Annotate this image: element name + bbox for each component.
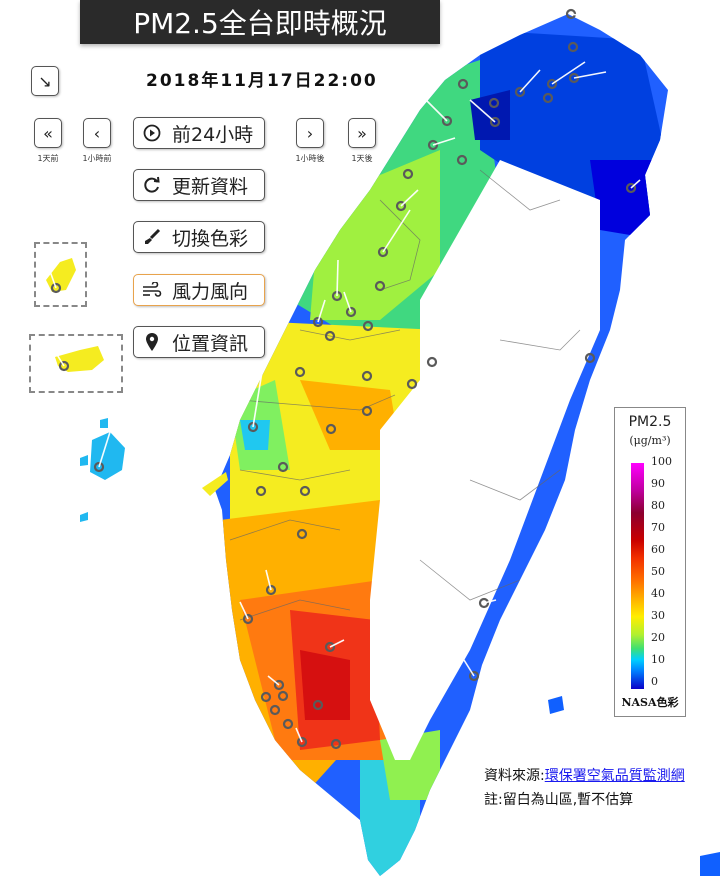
double-chevron-left-icon: «: [43, 123, 53, 143]
kinmen-island: [46, 258, 76, 292]
hour-back-label: 1小時前: [82, 154, 112, 163]
day-forward-button[interactable]: »: [348, 118, 376, 148]
refresh-icon: [142, 176, 162, 194]
refresh-button[interactable]: 更新資料: [133, 169, 265, 201]
kinmen-inset-frame[interactable]: [34, 242, 87, 307]
location-info-button[interactable]: 位置資訊: [133, 326, 265, 358]
legend-tick: 40: [651, 587, 665, 600]
legend-tick: 80: [651, 499, 665, 512]
data-source-link[interactable]: 環保署空氣品質監測網: [544, 768, 685, 784]
prev-24h-button[interactable]: 前24小時: [133, 117, 265, 149]
map-pin-icon: [142, 332, 162, 352]
legend-tick: 10: [651, 653, 665, 666]
location-info-label: 位置資訊: [172, 332, 249, 355]
double-chevron-right-icon: »: [357, 123, 367, 143]
day-forward-label: 1天後: [351, 154, 373, 163]
legend-tick: 50: [651, 565, 665, 578]
page-title: PM2.5全台即時概況: [80, 0, 440, 44]
matsu-inset-frame[interactable]: [29, 334, 123, 393]
legend-tick: 70: [651, 521, 665, 534]
wind-direction-label: 風力風向: [172, 280, 249, 303]
legend-unit: (μg/m³): [629, 434, 671, 447]
chevron-right-icon: ›: [306, 123, 314, 143]
switch-color-button[interactable]: 切換色彩: [133, 221, 265, 253]
pm25-legend: PM2.5 (μg/m³) 100 90 80 70 60 50 40 30 20 10 0 NAS…: [614, 407, 686, 717]
data-source-prefix: 資料來源:: [484, 768, 545, 784]
timestamp: 2018年11月17日22:00: [146, 71, 378, 91]
legend-color-bar: [631, 463, 644, 689]
footnote: 註:留白為山區,暫不估算: [484, 792, 634, 808]
chevron-left-icon: ‹: [93, 123, 101, 143]
legend-tick: 20: [651, 631, 665, 644]
legend-tick: 0: [651, 675, 658, 688]
switch-color-label: 切換色彩: [172, 227, 249, 250]
data-source: 資料來源:環保署空氣品質監測網: [484, 765, 685, 785]
prev-24h-label: 前24小時: [172, 123, 254, 146]
legend-footer: NASA色彩: [621, 696, 679, 709]
hour-forward-button[interactable]: ›: [296, 118, 324, 148]
refresh-label: 更新資料: [172, 175, 249, 198]
hour-forward-label: 1小時後: [295, 154, 325, 163]
legend-tick: 30: [651, 609, 665, 622]
arrow-down-right-icon: ↘: [38, 71, 52, 91]
play-circle-icon: [142, 124, 162, 142]
wind-icon: [142, 282, 162, 298]
wind-direction-button[interactable]: 風力風向: [133, 274, 265, 306]
expand-button[interactable]: ↘: [31, 66, 59, 96]
legend-tick: 60: [651, 543, 665, 556]
hour-back-button[interactable]: ‹: [83, 118, 111, 148]
legend-title: PM2.5: [628, 414, 672, 430]
day-back-label: 1天前: [37, 154, 59, 163]
paintbrush-icon: [142, 228, 162, 246]
legend-tick: 100: [651, 455, 672, 468]
penghu-islands: [80, 418, 125, 522]
legend-tick: 90: [651, 477, 665, 490]
day-back-button[interactable]: «: [34, 118, 62, 148]
